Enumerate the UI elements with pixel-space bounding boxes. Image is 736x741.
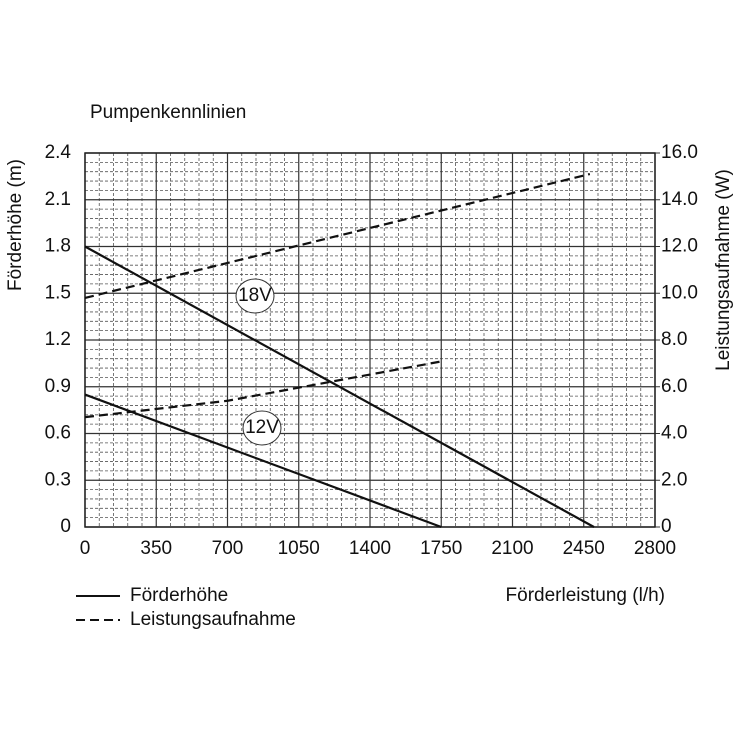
x-tick-label: 2800 [634, 538, 676, 559]
y2-tick-label: 16.0 [661, 142, 698, 163]
annotation-balloon [235, 278, 275, 314]
legend-label: Förderhöhe [130, 585, 228, 606]
annotation: 12V [245, 417, 279, 438]
y-tick-label: 0 [60, 516, 71, 537]
y-tick-label: 0.9 [45, 376, 71, 397]
annotation-balloon [242, 410, 282, 446]
legend-label: Leistungsaufnahme [130, 609, 296, 630]
y-tick-label: 1.8 [45, 236, 71, 257]
y-tick-label: 1.2 [45, 329, 71, 350]
y2-tick-label: 6.0 [661, 376, 687, 397]
chart-title: Pumpenkennlinien [90, 102, 246, 123]
y-tick-label: 2.4 [45, 142, 72, 163]
y2-tick-label: 4.0 [661, 423, 687, 444]
y2-tick-label: 10.0 [661, 282, 698, 303]
x-tick-label: 700 [212, 538, 244, 559]
y-tick-label: 1.5 [45, 282, 71, 303]
x-axis-label: Förderleistung (l/h) [506, 585, 665, 606]
x-tick-label: 1050 [278, 538, 320, 559]
y-tick-label: 0.3 [45, 469, 71, 490]
power-line [84, 172, 591, 299]
y2-tick-label: 0 [661, 516, 672, 537]
y-axis-label: Förderhöhe (m) [5, 159, 26, 291]
head-line [84, 245, 595, 528]
x-tick-label: 2100 [491, 538, 533, 559]
x-tick-label: 2450 [563, 538, 605, 559]
y2-tick-label: 2.0 [661, 469, 687, 490]
head-line [84, 393, 442, 529]
y2-axis-label: Leistungsaufnahme (W) [713, 169, 734, 371]
plot-frame [84, 152, 656, 528]
x-tick-label: 1400 [349, 538, 391, 559]
x-tick-label: 0 [80, 538, 91, 559]
y-tick-label: 0.6 [45, 423, 71, 444]
power-line [84, 359, 444, 419]
annotation: 18V [238, 285, 272, 306]
y2-tick-label: 8.0 [661, 329, 687, 350]
x-tick-label: 1750 [420, 538, 462, 559]
y-tick-label: 2.1 [45, 189, 71, 210]
y2-tick-label: 12.0 [661, 236, 698, 257]
y2-tick-label: 14.0 [661, 189, 698, 210]
x-tick-label: 350 [140, 538, 172, 559]
